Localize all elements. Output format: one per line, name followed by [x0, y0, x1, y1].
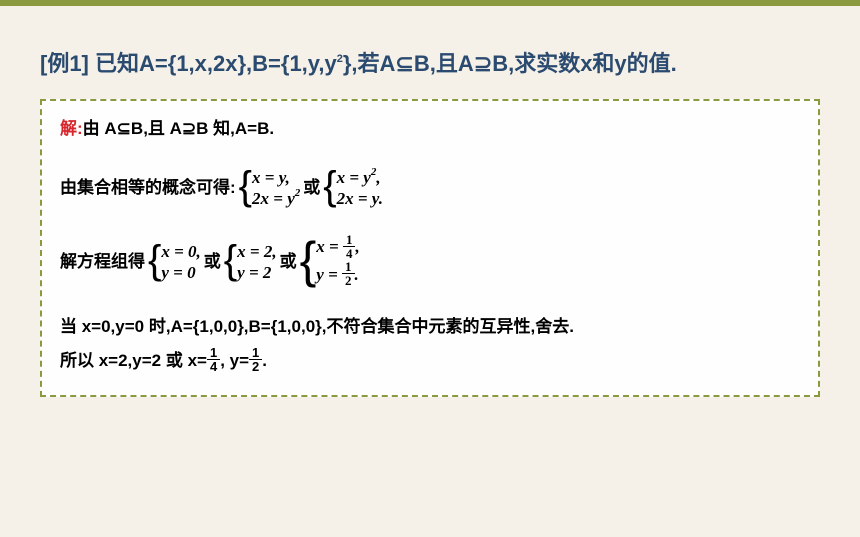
solution-line-5: 所以 x=2,y=2 或 x=14, y=12. [60, 348, 800, 375]
eq1b: 2x = y2 [252, 188, 300, 209]
example-label: [例1] [40, 51, 89, 76]
solution-line-1: 解: 由 A⊆B,且 A⊇B 知,A=B. [60, 116, 800, 142]
sol-group-2: x = 2, y = 2 [237, 241, 276, 284]
sol3b: y = 12. [316, 262, 359, 290]
solution-box: 解: 由 A⊆B,且 A⊇B 知,A=B. 由集合相等的概念可得: { x = … [40, 99, 820, 397]
problem-text-1: 已知A={1,x,2x},B={1,y,y [95, 51, 337, 76]
eq2a: x = y2, [337, 167, 383, 188]
sol2a: x = 2, [237, 241, 276, 262]
superscript-2: 2 [337, 53, 343, 65]
fraction-1-4-b: 14 [207, 346, 220, 373]
eq-group-2: x = y2, 2x = y. [337, 167, 383, 210]
fraction-1-4: 14 [343, 233, 356, 260]
problem-text-2: },若A⊆B,且A⊇B,求实数x和y的值. [343, 51, 677, 76]
sol1a: x = 0, [161, 241, 200, 262]
eq1a: x = y, [252, 167, 300, 188]
answer-label: 解: [60, 116, 83, 142]
content-area: [例1] 已知A={1,x,2x},B={1,y,y2},若A⊆B,且A⊇B,求… [0, 6, 860, 417]
or-3: 或 [280, 249, 297, 275]
fraction-1-2-b: 12 [249, 346, 262, 373]
solution-system-1: { x = 0, y = 0 [148, 241, 201, 284]
problem-statement: [例1] 已知A={1,x,2x},B={1,y,y2},若A⊆B,且A⊇B,求… [40, 46, 820, 81]
equation-system-1: { x = y, 2x = y2 [239, 167, 301, 210]
sol-group-1: x = 0, y = 0 [161, 241, 200, 284]
solution-line-3: 解方程组得 { x = 0, y = 0 或 { x = 2, y = 2 或 … [60, 234, 800, 289]
line3-prefix: 解方程组得 [60, 249, 145, 275]
fraction-1-2: 12 [342, 260, 355, 287]
line4-text: 当 x=0,y=0 时,A={1,0,0},B={1,0,0},不符合集合中元素… [60, 314, 574, 340]
line1-text: 由 A⊆B,且 A⊇B 知,A=B. [83, 116, 274, 142]
solution-line-4: 当 x=0,y=0 时,A={1,0,0},B={1,0,0},不符合集合中元素… [60, 314, 800, 340]
sol-group-3: x = 14, y = 12. [316, 234, 359, 289]
solution-system-3: { x = 14, y = 12. [300, 234, 360, 289]
equation-system-2: { x = y2, 2x = y. [323, 167, 383, 210]
eq2b: 2x = y. [337, 188, 383, 209]
or-2: 或 [204, 249, 221, 275]
or-1: 或 [303, 175, 320, 201]
sol3a: x = 14, [316, 234, 359, 262]
line5-text: 所以 x=2,y=2 或 x=14, y=12. [60, 348, 267, 375]
sol1b: y = 0 [161, 262, 200, 283]
solution-line-2: 由集合相等的概念可得: { x = y, 2x = y2 或 { x = y2,… [60, 167, 800, 210]
solution-system-2: { x = 2, y = 2 [224, 241, 277, 284]
eq-group-1: x = y, 2x = y2 [252, 167, 300, 210]
line2-prefix: 由集合相等的概念可得: [60, 175, 236, 201]
sol2b: y = 2 [237, 262, 276, 283]
